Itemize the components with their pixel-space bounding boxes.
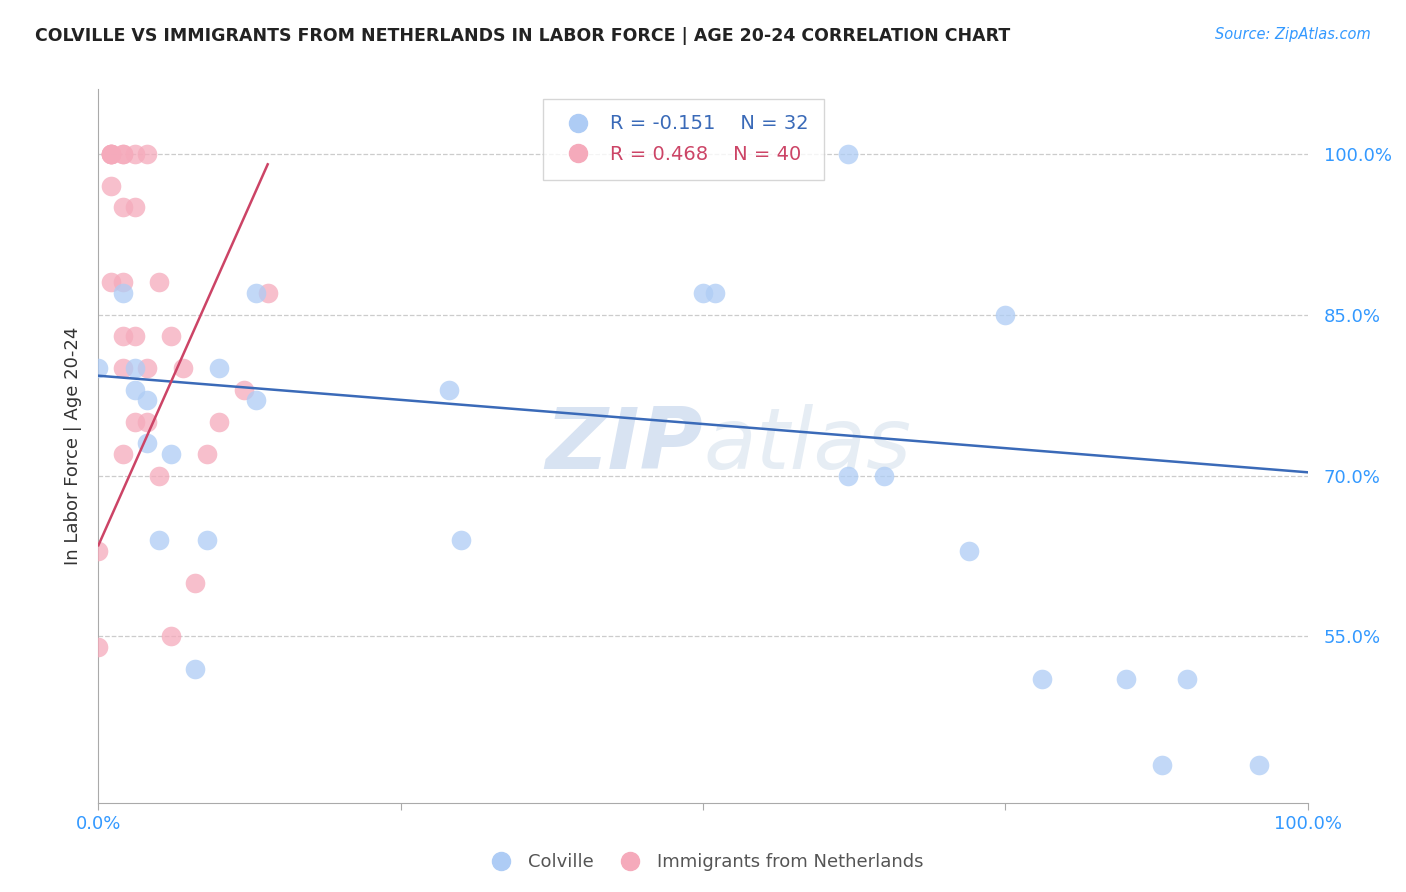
Point xyxy=(160,329,183,343)
Point xyxy=(135,436,157,450)
Point xyxy=(135,415,157,429)
Point xyxy=(111,447,134,461)
Point xyxy=(111,146,134,161)
Point xyxy=(124,361,146,376)
Point xyxy=(837,468,859,483)
Point xyxy=(232,383,254,397)
Point xyxy=(148,468,170,483)
Legend: R = -0.151    N = 32, R = 0.468    N = 40: R = -0.151 N = 32, R = 0.468 N = 40 xyxy=(544,99,824,179)
Point xyxy=(437,383,460,397)
Text: COLVILLE VS IMMIGRANTS FROM NETHERLANDS IN LABOR FORCE | AGE 20-24 CORRELATION C: COLVILLE VS IMMIGRANTS FROM NETHERLANDS … xyxy=(35,27,1011,45)
Point xyxy=(124,383,146,397)
Point xyxy=(148,533,170,547)
Point xyxy=(100,146,122,161)
Point xyxy=(100,276,122,290)
Point xyxy=(111,146,134,161)
Point xyxy=(208,415,231,429)
Point xyxy=(184,662,207,676)
Text: atlas: atlas xyxy=(703,404,911,488)
Point xyxy=(87,640,110,655)
Point xyxy=(111,286,134,301)
Point xyxy=(124,329,146,343)
Point xyxy=(124,146,146,161)
Text: Source: ZipAtlas.com: Source: ZipAtlas.com xyxy=(1215,27,1371,42)
Text: ZIP: ZIP xyxy=(546,404,703,488)
Point xyxy=(111,361,134,376)
Point xyxy=(111,276,134,290)
Point xyxy=(256,286,278,301)
Point xyxy=(135,393,157,408)
Point xyxy=(160,447,183,461)
Point xyxy=(195,447,218,461)
Point xyxy=(195,533,218,547)
Point xyxy=(704,286,727,301)
Point xyxy=(245,286,267,301)
Y-axis label: In Labor Force | Age 20-24: In Labor Force | Age 20-24 xyxy=(63,326,82,566)
Legend: Colville, Immigrants from Netherlands: Colville, Immigrants from Netherlands xyxy=(475,847,931,879)
Point xyxy=(111,329,134,343)
Point xyxy=(100,178,122,193)
Point xyxy=(450,533,472,547)
Point xyxy=(994,308,1017,322)
Point xyxy=(245,393,267,408)
Point xyxy=(87,361,110,376)
Point xyxy=(135,361,157,376)
Point xyxy=(100,146,122,161)
Point xyxy=(1115,673,1137,687)
Point xyxy=(837,146,859,161)
Point xyxy=(1175,673,1198,687)
Point xyxy=(1249,758,1271,772)
Point xyxy=(172,361,194,376)
Point xyxy=(692,286,714,301)
Point xyxy=(1152,758,1174,772)
Point xyxy=(148,276,170,290)
Point xyxy=(124,200,146,214)
Point xyxy=(111,200,134,214)
Point xyxy=(1031,673,1053,687)
Point xyxy=(957,543,980,558)
Point xyxy=(873,468,896,483)
Point xyxy=(160,630,183,644)
Point xyxy=(135,146,157,161)
Point xyxy=(208,361,231,376)
Point xyxy=(100,146,122,161)
Point xyxy=(100,146,122,161)
Point xyxy=(124,415,146,429)
Point xyxy=(184,575,207,590)
Point xyxy=(87,543,110,558)
